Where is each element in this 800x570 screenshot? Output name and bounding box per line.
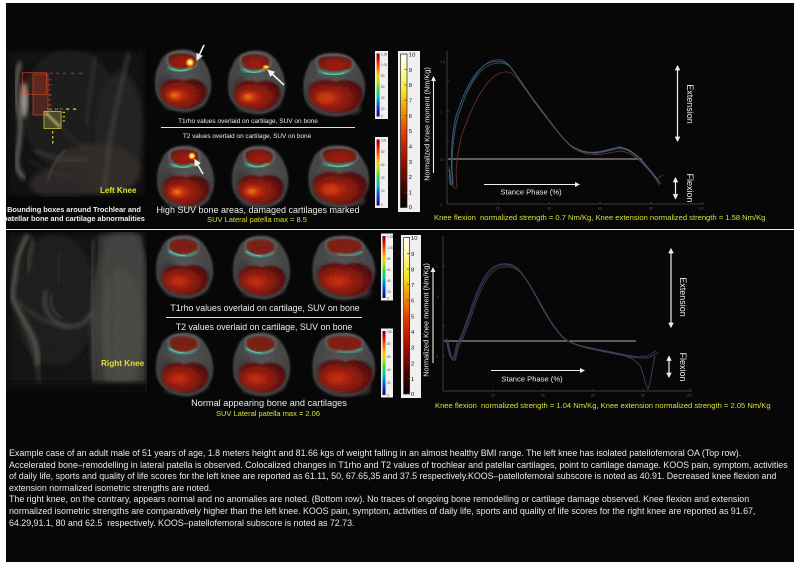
svg-text:10: 10 [409, 53, 416, 59]
svg-text:40: 40 [547, 207, 551, 211]
svg-text:10: 10 [411, 236, 418, 242]
svg-text:1: 1 [440, 110, 442, 114]
svg-text:20: 20 [381, 107, 385, 111]
svg-text:0: 0 [411, 392, 415, 398]
svg-text:3: 3 [409, 160, 413, 166]
svg-text:7: 7 [411, 283, 414, 289]
svg-text:1: 1 [436, 265, 438, 269]
svg-text:100: 100 [698, 207, 704, 211]
svg-text:40: 40 [381, 176, 385, 180]
svg-text:101, 14 77: 101, 14 77 [47, 108, 63, 112]
svg-text:40: 40 [541, 394, 545, 398]
svg-text:100: 100 [381, 139, 387, 143]
svg-text:1.5: 1.5 [440, 60, 445, 64]
svg-text:1: 1 [409, 190, 412, 196]
svg-text:20: 20 [496, 207, 500, 211]
svg-text:80: 80 [649, 207, 653, 211]
svg-text:9: 9 [409, 68, 412, 74]
svg-text:3: 3 [411, 346, 415, 352]
svg-text:60: 60 [591, 394, 595, 398]
svg-text:1.25: 1.25 [387, 235, 393, 239]
svg-text:80: 80 [381, 150, 385, 154]
svg-text:0.5: 0.5 [440, 158, 445, 162]
svg-text:80: 80 [387, 257, 391, 261]
svg-text:60: 60 [387, 355, 391, 359]
svg-text:4: 4 [411, 330, 415, 336]
svg-text:8: 8 [409, 83, 413, 89]
svg-text:.5: .5 [436, 295, 439, 299]
svg-text:2: 2 [411, 361, 414, 367]
svg-text:40: 40 [381, 96, 385, 100]
svg-text:40: 40 [387, 279, 391, 283]
svg-text:40: 40 [387, 368, 391, 372]
svg-text:0: 0 [440, 203, 442, 207]
svg-text:6: 6 [411, 299, 415, 305]
svg-text:100: 100 [387, 330, 393, 334]
svg-text:7: 7 [409, 98, 412, 104]
svg-text:4: 4 [409, 144, 413, 150]
svg-text:60: 60 [381, 85, 385, 89]
svg-text:1.25: 1.25 [381, 52, 387, 56]
svg-text:0: 0 [381, 114, 383, 118]
svg-text:6: 6 [409, 114, 413, 120]
svg-text:9: 9 [411, 252, 414, 258]
svg-text:60: 60 [381, 163, 385, 167]
svg-text:20: 20 [387, 381, 391, 385]
svg-text:2: 2 [409, 175, 412, 181]
svg-text:20: 20 [381, 189, 385, 193]
svg-text:0: 0 [436, 355, 438, 359]
svg-text:0: 0 [381, 203, 383, 207]
svg-text:0: 0 [387, 393, 389, 397]
svg-text:20: 20 [387, 290, 391, 294]
svg-text:1.00: 1.00 [387, 246, 393, 250]
svg-text:20: 20 [491, 394, 495, 398]
svg-text:80: 80 [641, 394, 645, 398]
svg-text:5: 5 [411, 314, 415, 320]
svg-text:80: 80 [387, 342, 391, 346]
svg-text:1: 1 [411, 377, 414, 383]
svg-text:80: 80 [381, 74, 385, 78]
svg-text:60: 60 [598, 207, 602, 211]
svg-text:5: 5 [409, 129, 413, 135]
svg-text:0: 0 [387, 296, 389, 300]
svg-text:100: 100 [686, 394, 692, 398]
svg-text:0: 0 [409, 205, 413, 211]
svg-text:60: 60 [387, 268, 391, 272]
svg-text:1.00: 1.00 [381, 63, 387, 67]
svg-text:8: 8 [411, 267, 415, 273]
